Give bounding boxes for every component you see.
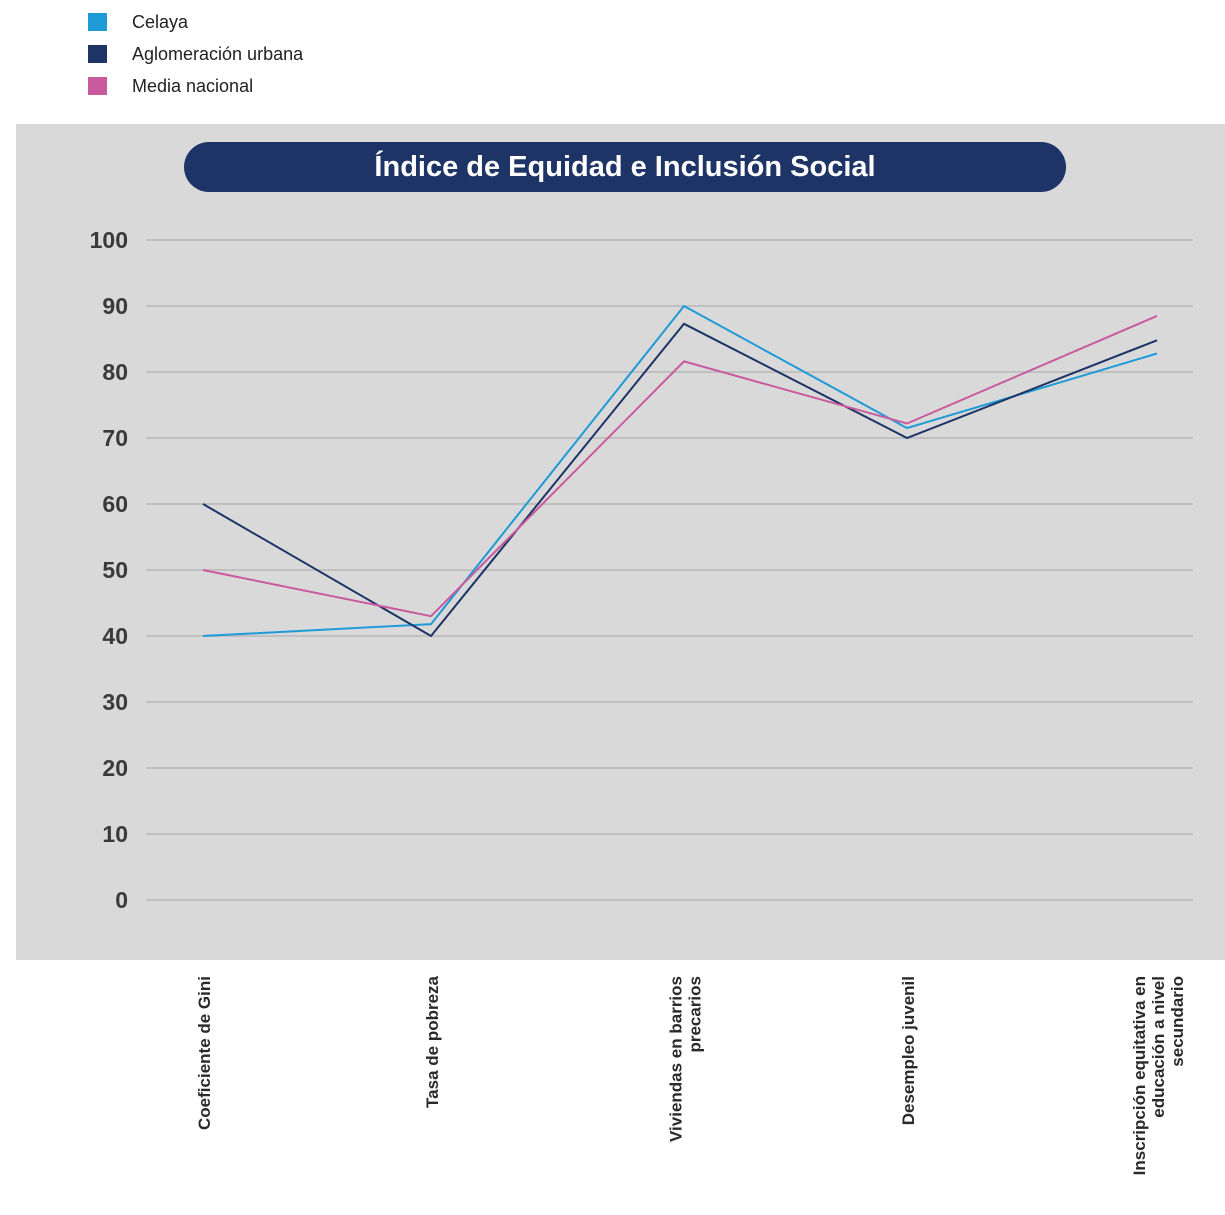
legend-item-celaya: Celaya [88, 6, 303, 38]
chart-title: Índice de Equidad e Inclusión Social [184, 142, 1066, 192]
y-tick-label: 90 [102, 293, 128, 319]
x-tick-label: Desempleo juvenil [899, 976, 918, 1125]
series-line-1 [202, 304, 1158, 637]
y-tick-label: 50 [102, 557, 128, 583]
series-line-2 [202, 322, 1158, 638]
svg-text:Desempleo juvenil: Desempleo juvenil [899, 976, 918, 1125]
legend-label-media-nacional: Media nacional [132, 75, 254, 96]
y-axis-ticks: 0 10 20 30 40 50 60 70 80 90 100 [90, 227, 128, 913]
x-tick-label: Coeficiente de Gini [195, 976, 214, 1130]
svg-text:Tasa de pobreza: Tasa de pobreza [423, 975, 442, 1107]
legend-swatch-media-nacional [88, 77, 107, 95]
series-lines [202, 304, 1158, 638]
legend-label-celaya: Celaya [132, 11, 189, 32]
y-tick-label: 10 [102, 821, 128, 847]
y-tick-label: 30 [102, 689, 128, 715]
grid-lines [146, 239, 1193, 901]
legend-swatch-aglomeracion [88, 45, 107, 63]
x-tick-label: Viviendas en barriosprecarios [667, 976, 705, 1142]
x-tick-label: Inscripción equitativa eneducación a niv… [1130, 976, 1187, 1175]
x-axis-ticks: Coeficiente de Gini Tasa de pobreza Vivien… [195, 975, 1187, 1175]
y-tick-label: 80 [102, 359, 128, 385]
series-line-3 [202, 314, 1158, 618]
y-tick-label: 20 [102, 755, 128, 781]
svg-text:Inscripción equitativa eneduca: Inscripción equitativa eneducación a niv… [1130, 976, 1187, 1175]
legend-item-aglomeracion: Aglomeración urbana [88, 38, 303, 70]
legend-label-aglomeracion: Aglomeración urbana [132, 43, 304, 64]
plot-panel [16, 124, 1225, 960]
y-tick-label: 70 [102, 425, 128, 451]
legend-swatch-celaya [88, 13, 107, 31]
legend-item-media-nacional: Media nacional [88, 70, 303, 102]
y-tick-label: 0 [115, 887, 128, 913]
svg-text:Viviendas en barriosprecarios: Viviendas en barriosprecarios [667, 976, 705, 1142]
y-tick-label: 60 [102, 491, 128, 517]
y-tick-label: 40 [102, 623, 128, 649]
x-tick-label: Tasa de pobreza [423, 975, 442, 1107]
legend: Celaya Aglomeración urbana Media naciona… [88, 6, 303, 102]
svg-text:Coeficiente de Gini: Coeficiente de Gini [195, 976, 214, 1130]
y-tick-label: 100 [90, 227, 128, 253]
